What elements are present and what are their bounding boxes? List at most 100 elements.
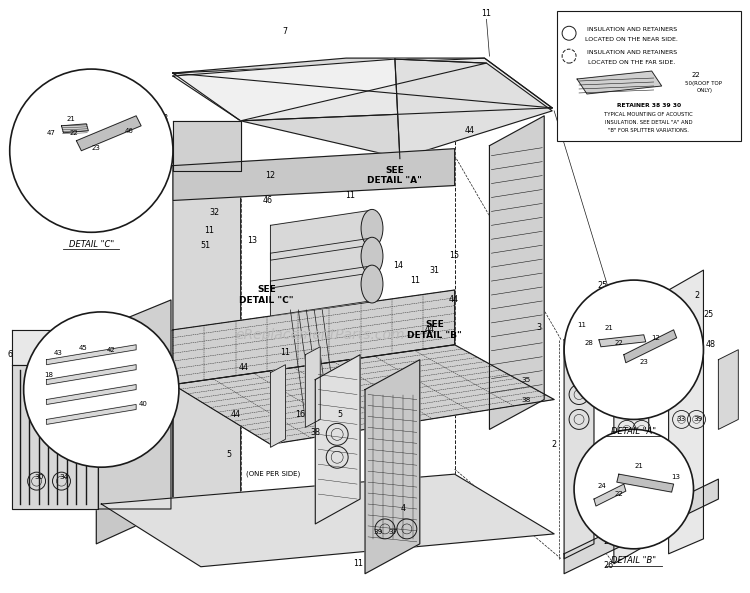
Text: 39: 39 [374, 529, 382, 535]
Polygon shape [718, 350, 738, 429]
Text: LOCATED ON THE NEAR SIDE.: LOCATED ON THE NEAR SIDE. [585, 37, 678, 42]
Text: 49: 49 [611, 369, 620, 375]
Text: 39: 39 [627, 501, 637, 507]
Text: TYPICAL MOUNTING OF ACOUSTIC: TYPICAL MOUNTING OF ACOUSTIC [604, 112, 693, 117]
Text: 20: 20 [148, 144, 158, 153]
Text: INSULATION AND RETAINERS: INSULATION AND RETAINERS [586, 50, 676, 55]
Text: (ONE PER SIDE): (ONE PER SIDE) [245, 471, 300, 477]
Text: 45: 45 [79, 345, 88, 350]
Text: 23: 23 [639, 359, 648, 365]
Text: 50(ROOF TOP: 50(ROOF TOP [685, 81, 722, 85]
Text: 23: 23 [92, 145, 100, 151]
Text: SEE
DETAIL "C": SEE DETAIL "C" [239, 285, 294, 305]
Text: 26: 26 [604, 537, 614, 546]
Polygon shape [668, 270, 704, 554]
Polygon shape [616, 474, 674, 492]
Polygon shape [594, 484, 626, 506]
Polygon shape [614, 295, 649, 564]
Text: 40: 40 [139, 401, 148, 407]
Polygon shape [365, 360, 420, 573]
Polygon shape [173, 345, 554, 444]
Text: 2: 2 [629, 405, 634, 414]
Text: 24: 24 [598, 483, 606, 489]
Text: 2: 2 [694, 291, 699, 299]
Text: eReplacementParts.com: eReplacementParts.com [236, 328, 405, 342]
Text: 6: 6 [8, 350, 12, 359]
Text: 3: 3 [537, 323, 542, 332]
Polygon shape [76, 116, 141, 151]
Polygon shape [46, 365, 136, 385]
Text: 46: 46 [262, 196, 272, 205]
Text: 42: 42 [106, 347, 116, 353]
Text: 11: 11 [578, 322, 586, 328]
Text: 5: 5 [226, 449, 231, 459]
Polygon shape [315, 355, 360, 524]
Text: 33: 33 [677, 416, 686, 422]
Polygon shape [599, 335, 646, 347]
Text: 18: 18 [44, 372, 53, 378]
Text: 21: 21 [67, 116, 76, 122]
Text: 12: 12 [266, 171, 275, 180]
Text: 43: 43 [54, 350, 63, 356]
Text: 11: 11 [204, 226, 214, 235]
Text: 48: 48 [706, 340, 716, 349]
Polygon shape [46, 404, 136, 425]
Text: SEE
DETAIL "B": SEE DETAIL "B" [407, 320, 462, 340]
Text: 19: 19 [148, 131, 158, 141]
Text: 13: 13 [671, 474, 680, 480]
Text: 45: 45 [627, 369, 637, 375]
Polygon shape [395, 59, 552, 159]
Text: 2: 2 [551, 440, 556, 449]
Text: DETAIL "B": DETAIL "B" [611, 556, 656, 565]
Text: 15: 15 [449, 251, 460, 260]
Text: 11: 11 [482, 9, 491, 18]
Text: 39: 39 [627, 431, 637, 438]
Text: 46: 46 [124, 127, 134, 134]
Text: 13: 13 [248, 236, 257, 245]
Text: 25: 25 [598, 280, 608, 289]
Text: 11: 11 [345, 191, 355, 200]
Text: 21: 21 [634, 463, 644, 469]
Ellipse shape [361, 237, 383, 275]
Text: 35: 35 [522, 377, 531, 382]
Polygon shape [62, 124, 88, 133]
Text: 33: 33 [610, 501, 620, 507]
Text: LOCATED ON THE FAR SIDE.: LOCATED ON THE FAR SIDE. [588, 60, 676, 65]
Text: 22: 22 [69, 130, 78, 136]
Polygon shape [12, 365, 98, 509]
Text: 36: 36 [60, 377, 69, 382]
Text: 34: 34 [60, 474, 69, 480]
Text: 49: 49 [611, 471, 620, 477]
Text: 44: 44 [448, 295, 459, 304]
Text: 33: 33 [610, 431, 620, 438]
Text: ONLY): ONLY) [697, 88, 712, 94]
Text: 26: 26 [584, 357, 594, 366]
Text: 26: 26 [604, 561, 614, 570]
Text: 44: 44 [238, 363, 248, 372]
Polygon shape [624, 330, 676, 363]
Polygon shape [96, 330, 173, 544]
Text: SEE
DETAIL "A": SEE DETAIL "A" [368, 166, 422, 185]
Polygon shape [173, 59, 487, 121]
Text: 11: 11 [410, 276, 420, 285]
Polygon shape [305, 347, 320, 428]
Ellipse shape [361, 209, 383, 247]
Text: 17: 17 [142, 97, 152, 106]
Text: 47: 47 [47, 130, 56, 136]
Polygon shape [101, 474, 554, 567]
Text: 38: 38 [310, 428, 320, 437]
Circle shape [564, 280, 704, 419]
Polygon shape [173, 149, 454, 200]
Text: 21: 21 [604, 325, 613, 331]
Text: 16: 16 [296, 410, 305, 419]
Text: INSULATION AND RETAINERS: INSULATION AND RETAINERS [586, 27, 676, 32]
Text: 22: 22 [692, 72, 700, 78]
Text: 26: 26 [674, 474, 685, 484]
Polygon shape [173, 121, 241, 509]
Text: 38: 38 [521, 397, 531, 403]
Text: 11: 11 [280, 348, 290, 357]
Text: DETAIL "C": DETAIL "C" [69, 240, 114, 248]
Bar [557, 11, 741, 141]
Text: 32: 32 [210, 208, 220, 217]
Polygon shape [173, 121, 241, 171]
